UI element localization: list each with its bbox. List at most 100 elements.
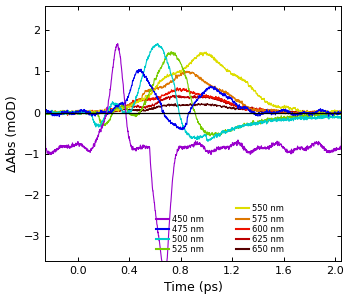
Y-axis label: ΔAbs (mOD): ΔAbs (mOD) (6, 95, 19, 172)
475 nm (209, 85, 213, 89)
625 nm (43, 111, 48, 115)
450 nm (203, 146, 207, 149)
650 nm (291, 111, 295, 114)
550 nm (291, 106, 295, 110)
625 nm (340, 111, 344, 115)
450 nm (209, 152, 213, 155)
475 nm (291, 114, 295, 117)
Line: 625 nm: 625 nm (46, 95, 342, 114)
575 nm (144, 90, 148, 93)
650 nm (65, 112, 70, 116)
625 nm (202, 95, 206, 98)
525 nm (340, 112, 344, 115)
550 nm (202, 51, 206, 54)
500 nm (202, 134, 206, 137)
500 nm (85, 111, 89, 114)
X-axis label: Time (ps): Time (ps) (164, 281, 223, 294)
525 nm (85, 112, 89, 116)
Line: 650 nm: 650 nm (46, 103, 342, 114)
600 nm (85, 111, 89, 114)
575 nm (271, 109, 275, 112)
625 nm (144, 104, 148, 108)
Line: 600 nm: 600 nm (46, 88, 342, 115)
500 nm (271, 119, 275, 122)
575 nm (43, 110, 48, 114)
500 nm (209, 137, 213, 141)
525 nm (209, 132, 213, 136)
Legend: 550 nm, 575 nm, 600 nm, 625 nm, 650 nm: 550 nm, 575 nm, 600 nm, 625 nm, 650 nm (236, 204, 284, 254)
500 nm (43, 111, 48, 114)
450 nm (43, 135, 48, 139)
650 nm (145, 108, 149, 112)
475 nm (139, 68, 143, 71)
625 nm (174, 93, 178, 97)
550 nm (144, 95, 148, 98)
650 nm (199, 102, 204, 105)
500 nm (144, 60, 148, 64)
625 nm (209, 96, 213, 100)
500 nm (155, 42, 160, 45)
Line: 525 nm: 525 nm (46, 52, 342, 136)
650 nm (203, 103, 207, 107)
600 nm (175, 86, 180, 90)
475 nm (203, 89, 207, 93)
600 nm (43, 112, 48, 115)
475 nm (180, 128, 184, 131)
525 nm (291, 114, 295, 117)
600 nm (203, 94, 207, 98)
Line: 475 nm: 475 nm (46, 69, 342, 130)
Line: 575 nm: 575 nm (46, 71, 342, 115)
550 nm (340, 110, 344, 114)
475 nm (43, 110, 48, 114)
Line: 450 nm: 450 nm (46, 44, 342, 282)
525 nm (144, 97, 148, 101)
525 nm (43, 111, 48, 114)
475 nm (271, 112, 275, 115)
650 nm (85, 111, 89, 115)
600 nm (340, 111, 344, 115)
650 nm (271, 110, 275, 114)
550 nm (43, 110, 48, 114)
475 nm (85, 110, 89, 114)
525 nm (271, 118, 275, 122)
500 nm (291, 119, 295, 122)
450 nm (162, 280, 167, 284)
525 nm (169, 50, 173, 53)
650 nm (43, 111, 48, 115)
450 nm (145, 144, 149, 148)
625 nm (291, 110, 295, 113)
575 nm (202, 81, 206, 85)
550 nm (209, 53, 213, 56)
575 nm (209, 84, 213, 88)
450 nm (116, 42, 120, 45)
575 nm (296, 113, 300, 117)
475 nm (145, 78, 149, 82)
625 nm (85, 110, 89, 114)
650 nm (340, 111, 344, 115)
500 nm (206, 140, 210, 143)
650 nm (209, 104, 213, 108)
Line: 500 nm: 500 nm (46, 44, 342, 142)
575 nm (340, 110, 344, 114)
475 nm (340, 111, 344, 115)
625 nm (304, 112, 309, 116)
525 nm (202, 131, 206, 134)
450 nm (340, 135, 344, 139)
600 nm (209, 95, 213, 99)
550 nm (85, 110, 89, 113)
450 nm (85, 148, 89, 151)
575 nm (85, 110, 89, 113)
550 nm (204, 50, 208, 54)
600 nm (65, 113, 70, 117)
600 nm (271, 110, 275, 113)
450 nm (291, 150, 295, 153)
550 nm (309, 114, 314, 117)
525 nm (218, 134, 222, 138)
625 nm (271, 109, 275, 113)
450 nm (271, 142, 275, 146)
575 nm (184, 69, 188, 73)
575 nm (291, 111, 295, 115)
550 nm (271, 104, 275, 108)
600 nm (291, 112, 295, 115)
600 nm (145, 99, 149, 102)
